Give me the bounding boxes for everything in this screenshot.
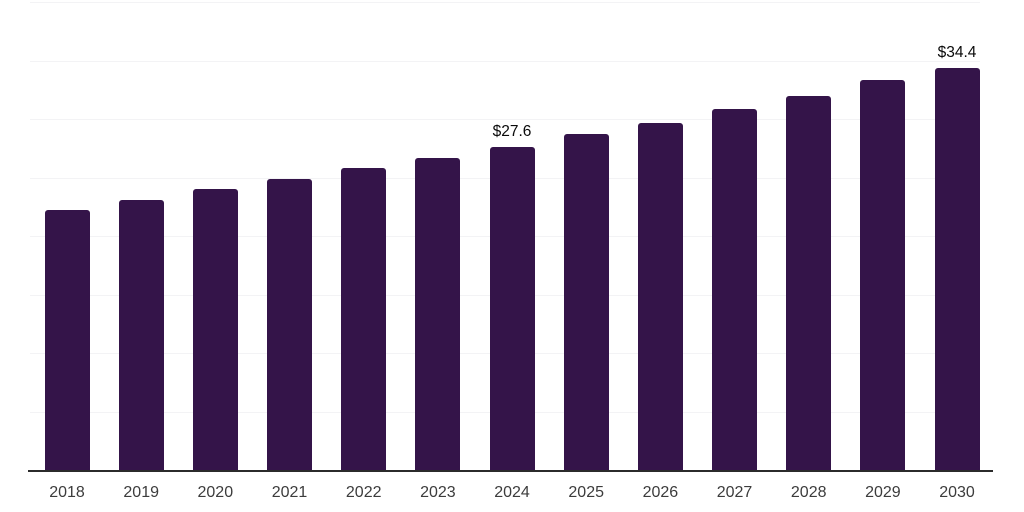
x-axis-baseline [28,470,993,472]
x-tick-label-2023: 2023 [420,484,456,501]
x-tick-label-2027: 2027 [716,484,753,501]
bar-2025 [563,134,609,470]
x-tick-label-2024: 2024 [494,484,530,501]
bar-2027 [712,108,757,470]
x-tick-label-2018: 2018 [49,484,85,501]
bar-2022 [341,168,387,470]
bar-2018 [44,210,90,470]
x-tick-label-2020: 2020 [197,484,234,501]
gridline-35 [30,61,980,62]
bar-2023 [415,157,461,470]
gridline-40 [30,2,980,3]
bar-2029 [860,80,906,470]
x-tick-label-2029: 2029 [865,484,901,501]
bar-2028 [786,95,832,470]
bar-2026 [637,122,683,470]
bar-2021 [267,178,312,470]
bar-value-label-2030: $34.4 [937,43,977,61]
bar-2024 [489,147,535,470]
bar-2020 [192,189,238,470]
x-tick-label-2022: 2022 [345,484,382,501]
x-tick-label-2021: 2021 [271,484,308,501]
x-tick-label-2026: 2026 [642,484,679,501]
x-tick-label-2030: 2030 [939,484,975,501]
bar-value-label-2024: $27.6 [492,123,532,141]
bar-2030 [934,67,980,470]
x-tick-label-2019: 2019 [123,484,159,501]
x-tick-label-2025: 2025 [568,484,604,501]
gridline-30 [30,119,980,120]
bar-2019 [118,199,164,470]
x-tick-label-2028: 2028 [790,484,827,501]
